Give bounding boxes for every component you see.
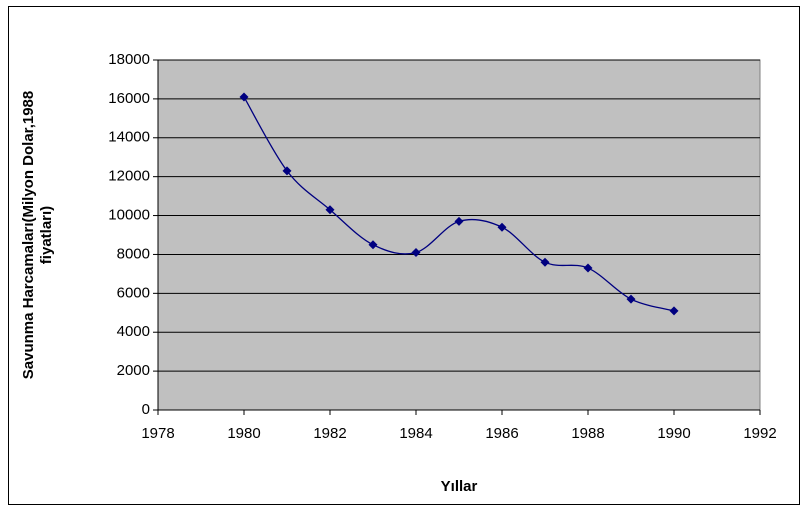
x-tick-label: 1982	[313, 425, 346, 442]
x-tick-label: 1992	[743, 425, 776, 442]
y-tick-label: 4000	[117, 323, 150, 340]
marker	[325, 205, 335, 215]
plot-area	[157, 59, 761, 411]
y-tick-label: 14000	[108, 129, 150, 146]
marker	[411, 248, 421, 257]
x-axis-label: Yıllar	[441, 478, 478, 495]
y-tick-label: 6000	[117, 284, 150, 301]
y-tick-label: 10000	[108, 207, 150, 224]
marker	[454, 216, 464, 226]
x-tick-label: 1980	[227, 425, 260, 442]
y-tick-label: 8000	[117, 245, 150, 262]
marker	[239, 92, 249, 102]
x-tick-label: 1984	[399, 425, 432, 442]
y-axis-label: Savunma Harcamaları(Milyon Dolar,1988 fi…	[20, 90, 55, 380]
x-tick-label: 1990	[657, 425, 690, 442]
marker	[540, 257, 550, 267]
x-tick-label: 1988	[571, 425, 604, 442]
y-tick-label: 12000	[108, 168, 150, 185]
marker	[583, 263, 593, 273]
y-tick-label: 0	[142, 401, 150, 418]
marker	[626, 294, 636, 304]
marker	[669, 306, 679, 316]
marker	[368, 240, 378, 250]
y-tick-label: 16000	[108, 90, 150, 107]
y-tick-label: 18000	[108, 51, 150, 68]
y-tick-label: 2000	[117, 362, 150, 379]
marker	[497, 222, 507, 232]
x-tick-label: 1986	[485, 425, 518, 442]
x-tick-label: 1978	[141, 425, 174, 442]
marker	[282, 166, 292, 176]
